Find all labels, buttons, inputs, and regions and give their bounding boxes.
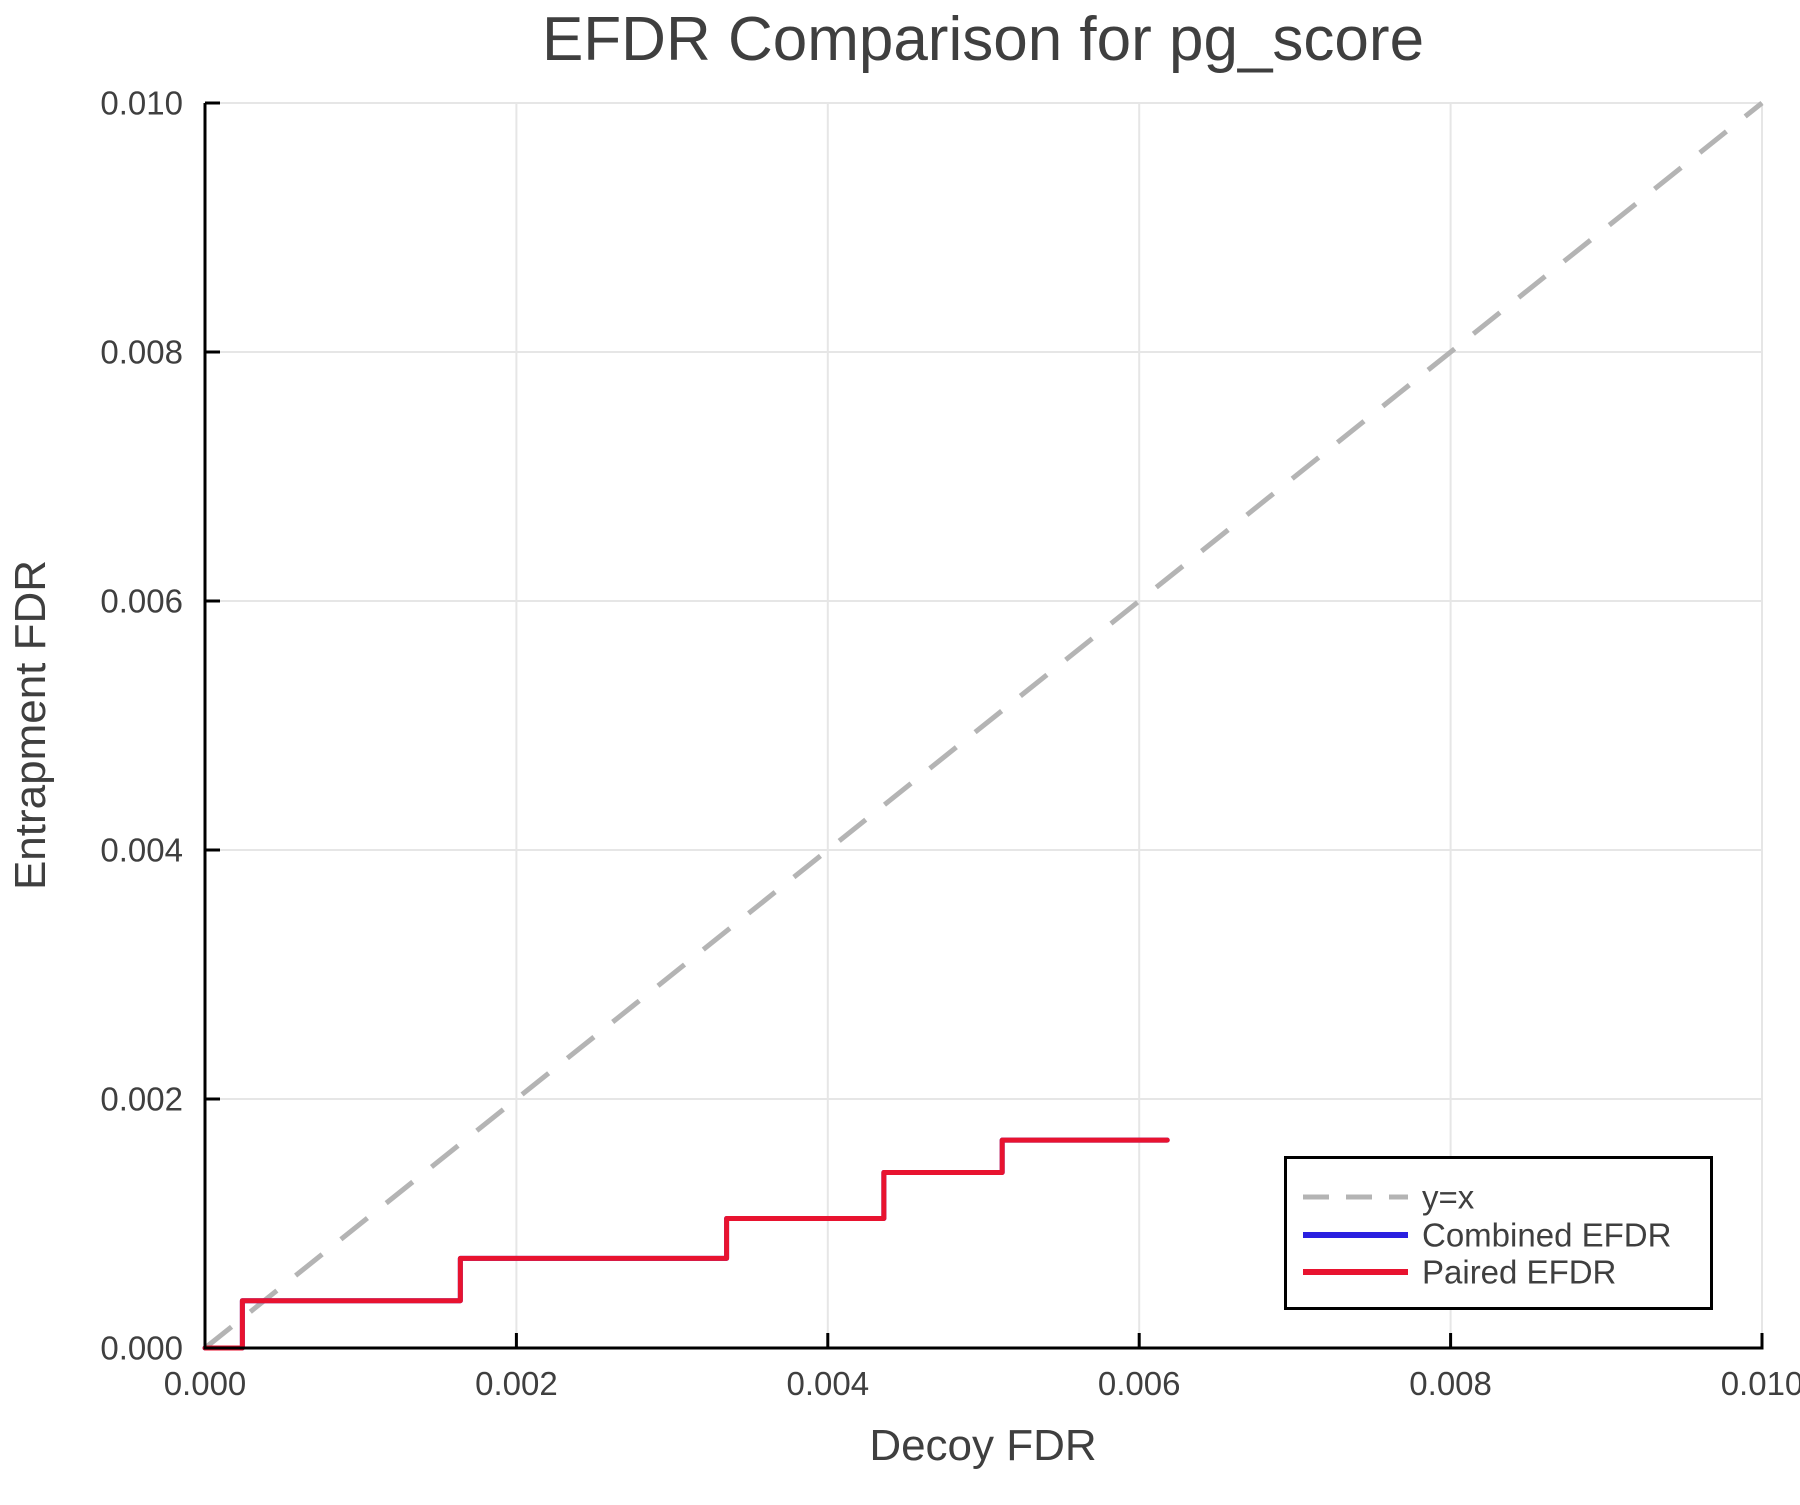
- axes: [203, 101, 1764, 1350]
- y-axis-label: Entrapment FDR: [6, 560, 55, 890]
- legend-label-paired: Paired EFDR: [1422, 1254, 1616, 1291]
- y-tick-labels: 0.000 0.002 0.004 0.006 0.008 0.010: [100, 85, 183, 1367]
- y-tick-label: 0.006: [100, 583, 183, 620]
- x-tick-label: 0.000: [164, 1365, 247, 1402]
- legend-label-combined: Combined EFDR: [1422, 1217, 1671, 1254]
- x-axis-label: Decoy FDR: [869, 1421, 1096, 1470]
- x-tick-label: 0.006: [1098, 1365, 1181, 1402]
- y-tick-label: 0.004: [100, 832, 183, 869]
- x-tick-labels: 0.000 0.002 0.004 0.006 0.008 0.010: [164, 1365, 1800, 1402]
- paired-efdr-line: [202, 1137, 1170, 1351]
- y-tick-label: 0.002: [100, 1081, 183, 1118]
- x-tick-label: 0.008: [1409, 1365, 1492, 1402]
- combined-efdr-line: [202, 1137, 1170, 1351]
- y-tick-label: 0.008: [100, 334, 183, 371]
- y-tick-label: 0.010: [100, 85, 183, 122]
- identity-reference-line: [203, 101, 1764, 1350]
- x-tick-label: 0.010: [1721, 1365, 1800, 1402]
- x-tick-label: 0.002: [475, 1365, 558, 1402]
- x-tick-label: 0.004: [787, 1365, 870, 1402]
- chart-title: EFDR Comparison for pg_score: [542, 5, 1424, 74]
- y-tick-label: 0.000: [100, 1330, 183, 1367]
- legend-label-identity: y=x: [1422, 1179, 1475, 1216]
- gridlines: [205, 102, 1763, 1348]
- legend: y=x Combined EFDR Paired EFDR: [1284, 1156, 1713, 1310]
